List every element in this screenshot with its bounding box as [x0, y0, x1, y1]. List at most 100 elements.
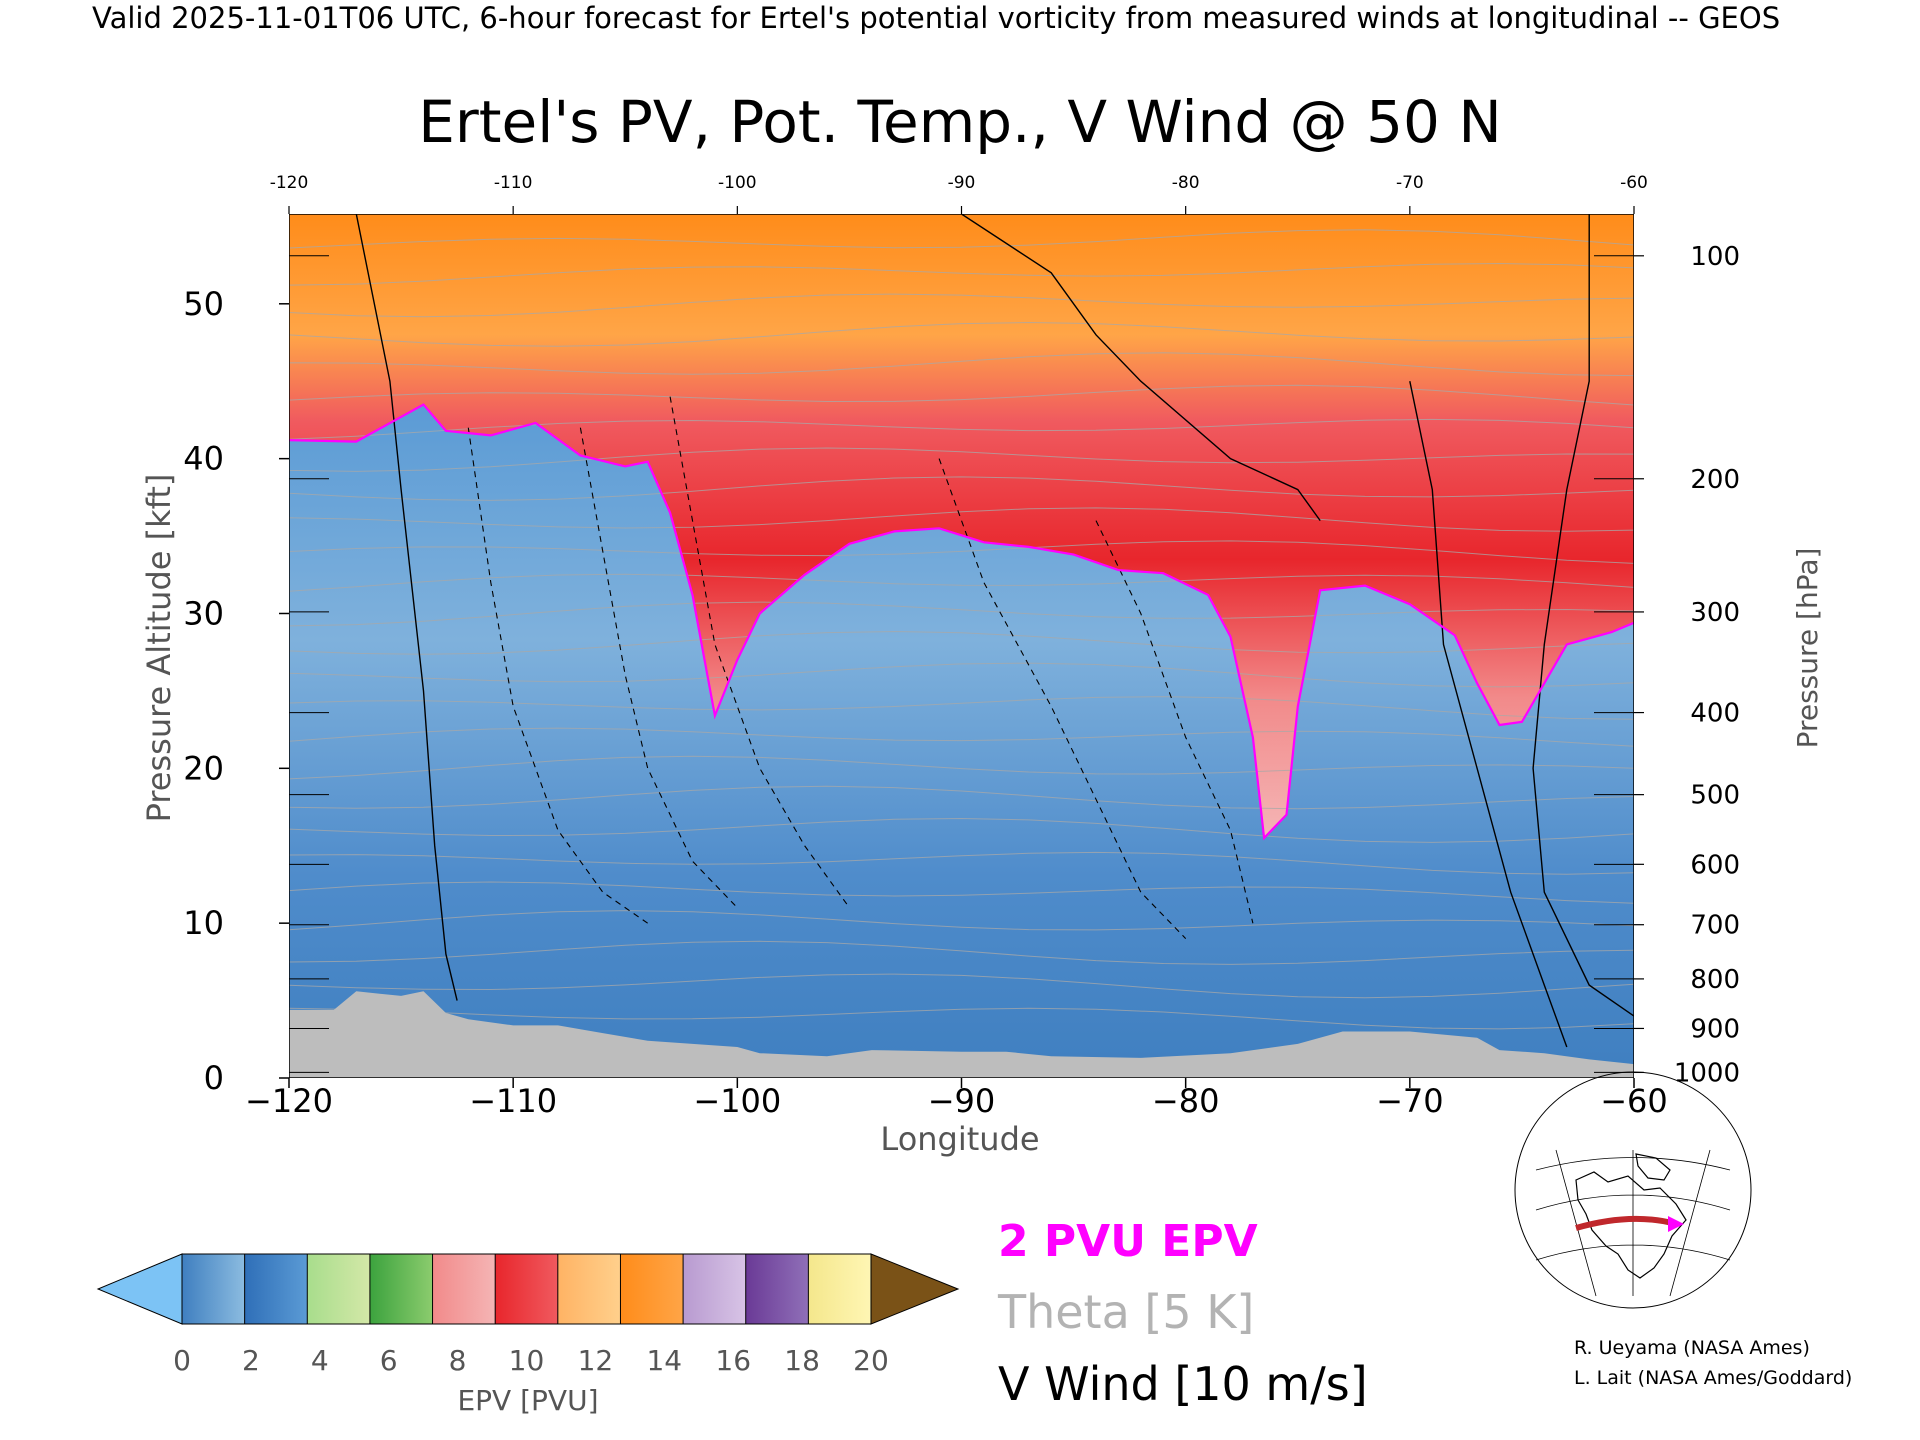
x-tick-label: −70 — [1376, 1082, 1444, 1120]
theta-contour — [289, 352, 1634, 377]
x-tick-label: −60 — [1600, 1082, 1668, 1120]
colorbar-tick-label: 14 — [646, 1344, 682, 1377]
y-tick-label: 50 — [183, 285, 224, 323]
top-x-tick-label: -60 — [1620, 173, 1648, 193]
y-axis: 0 10 20 30 40 50 — [183, 285, 289, 1097]
theta-contour — [289, 507, 1634, 532]
colorbar-band — [557, 1254, 621, 1324]
pressure-axis: 100 200 300 400 500 600 700 800 900 1000 — [289, 242, 1740, 1088]
theta-contour — [289, 727, 1634, 747]
colorbar-band — [495, 1254, 559, 1324]
x-tick-label: −100 — [693, 1082, 781, 1120]
colorbar-over-arrow — [870, 1253, 960, 1325]
x-tick-label: −90 — [928, 1082, 996, 1120]
theta-contour — [289, 910, 1634, 931]
colorbar-band — [620, 1254, 684, 1324]
colorbar-band — [808, 1254, 872, 1324]
plot-area — [289, 214, 1634, 1078]
wind-contours — [355, 214, 1634, 1048]
colorbar-band — [683, 1254, 747, 1324]
colorbar-band — [244, 1254, 308, 1324]
theta-contour — [289, 881, 1634, 904]
theta-contour — [289, 262, 1634, 286]
top-x-tick-label: -110 — [494, 173, 533, 193]
pressure-tick-label: 300 — [1690, 598, 1740, 628]
credit-line-2: L. Lait (NASA Ames/Goddard) — [1574, 1367, 1852, 1389]
top-x-tick-label: -80 — [1172, 173, 1200, 193]
theta-contour — [289, 785, 1634, 810]
pressure-tick-label: 100 — [1690, 242, 1740, 272]
theta-contour — [289, 940, 1634, 965]
theta-contour — [289, 851, 1634, 875]
colorbar-band — [369, 1254, 434, 1324]
y-tick-label: 10 — [183, 904, 224, 942]
theta-contour — [289, 817, 1634, 843]
colorbar-tick-label: 16 — [715, 1344, 751, 1377]
colorbar-tick-label: 4 — [311, 1344, 329, 1377]
pressure-tick-label: 400 — [1690, 699, 1740, 729]
x-axis: −120 −110 −100 −90 −80 −70 −60 — [245, 1078, 1668, 1120]
top-x-tick-label: -90 — [948, 173, 976, 193]
x-tick-label: −80 — [1152, 1082, 1220, 1120]
pressure-tick-label: 500 — [1690, 781, 1740, 811]
theta-contour — [289, 540, 1634, 564]
colorbar-tick-label: 8 — [449, 1344, 467, 1377]
theta-contour — [289, 384, 1634, 406]
x-tick-label: −120 — [245, 1082, 333, 1120]
pressure-tick-label: 1000 — [1674, 1058, 1740, 1088]
theta-contour — [289, 573, 1634, 592]
theta-contour — [289, 662, 1634, 688]
y-axis-label: Pressure Altitude [kft] — [140, 474, 178, 823]
colorbar-tick-label: 20 — [853, 1344, 889, 1377]
y-tick-label: 0 — [204, 1059, 224, 1097]
theta-contour — [289, 696, 1634, 720]
colorbar-label: EPV [PVU] — [457, 1384, 598, 1417]
colorbar — [96, 1253, 960, 1325]
pressure-tick-label: 700 — [1690, 911, 1740, 941]
theta-contour — [289, 755, 1634, 780]
pressure-tick-label: 600 — [1690, 850, 1740, 880]
chart-title: Ertel's PV, Pot. Temp., V Wind @ 50 N — [418, 88, 1501, 156]
top-x-tick-label: -70 — [1396, 173, 1424, 193]
colorbar-tick-label: 2 — [242, 1344, 260, 1377]
legend-theta: Theta [5 K] — [997, 1285, 1254, 1339]
top-x-axis: -120 -110 -100 -90 -80 -70 -60 — [270, 173, 1648, 214]
troposphere-fill — [289, 404, 1634, 1078]
colorbar-band — [745, 1254, 809, 1324]
theta-contour — [289, 1007, 1634, 1030]
wind-contour — [467, 427, 649, 924]
theta-contour — [289, 601, 1634, 627]
wind-contour — [961, 214, 1321, 522]
colorbar-band — [432, 1254, 496, 1324]
two-pvu-contour — [289, 403, 1634, 841]
wind-contour — [1409, 381, 1568, 1048]
top-x-tick-label: -100 — [718, 173, 757, 193]
theta-contours — [289, 229, 1634, 1030]
y-tick-label: 30 — [183, 594, 224, 632]
theta-contour — [289, 447, 1634, 472]
legend-2pvu: 2 PVU EPV — [998, 1216, 1258, 1267]
pressure-tick-label: 200 — [1690, 465, 1740, 495]
theta-contour — [289, 418, 1634, 440]
theta-contour — [289, 229, 1634, 249]
pressure-axis-label: Pressure [hPa] — [1791, 548, 1824, 749]
credit-line-1: R. Ueyama (NASA Ames) — [1574, 1337, 1810, 1359]
wind-contour — [938, 458, 1187, 939]
wind-contour — [1095, 520, 1254, 924]
x-axis-label: Longitude — [880, 1120, 1039, 1158]
theta-contour — [289, 630, 1634, 655]
valid-header: Valid 2025-11-01T06 UTC, 6-hour forecast… — [92, 1, 1780, 35]
colorbar-tick-label: 10 — [509, 1344, 545, 1377]
colorbar-frame — [181, 1253, 872, 1325]
terrain-surface — [289, 991, 1634, 1078]
locator-arrow-icon — [1668, 1216, 1684, 1232]
colorbar-band — [307, 1254, 371, 1324]
colorbar-tick-label: 6 — [380, 1344, 398, 1377]
wind-contour — [1532, 214, 1634, 1017]
wind-contour — [355, 214, 458, 1001]
y-tick-label: 40 — [183, 440, 224, 478]
colorbar-ticks: 0 2 4 6 8 10 12 14 16 18 20 — [173, 1254, 889, 1377]
locator-map — [1514, 1071, 1752, 1309]
theta-contour — [289, 321, 1634, 347]
